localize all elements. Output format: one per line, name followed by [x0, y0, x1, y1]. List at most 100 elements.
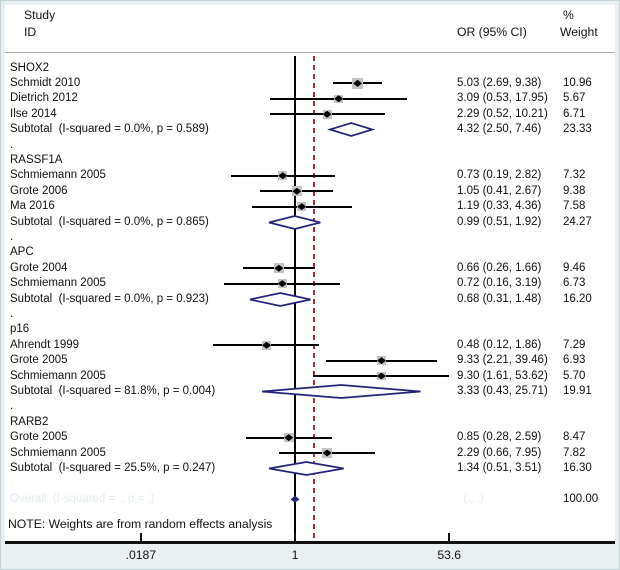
point-estimate-marker — [376, 372, 386, 380]
study-label: Grote 2005 — [10, 431, 68, 444]
point-estimate-marker — [322, 449, 332, 457]
weight-value: 10.96 — [563, 76, 592, 89]
weight-value: 5.70 — [563, 369, 586, 382]
study-label: Ma 2016 — [10, 200, 55, 213]
group-separator-dot: . — [10, 307, 14, 320]
study-label: Ilse 2014 — [10, 107, 57, 120]
overall-diamond-remnant — [290, 495, 300, 503]
weight-value: 8.47 — [563, 431, 586, 444]
point-estimate-marker — [292, 187, 302, 195]
or-ci-value: 9.33 (2.21, 39.46) — [457, 354, 548, 367]
point-estimate-marker — [274, 264, 284, 272]
or-ci-value: 2.29 (0.66, 7.95) — [457, 446, 542, 459]
header-study-line1: Study — [24, 8, 56, 22]
header-rule — [5, 52, 615, 53]
subtotal-diamond — [268, 461, 344, 476]
weight-value: 6.73 — [563, 277, 586, 290]
study-label: Grote 2004 — [10, 261, 68, 274]
study-label: Ahrendt 1999 — [10, 338, 80, 351]
or-ci-value: 9.30 (1.61, 53.62) — [457, 369, 548, 382]
weight-value: 6.93 — [563, 354, 586, 367]
axis-tick-label: 1 — [291, 548, 299, 562]
axis-tick-label: .0187 — [125, 548, 157, 562]
or-ci-value: 2.29 (0.52, 10.21) — [457, 107, 548, 120]
header-percent: % — [563, 8, 574, 22]
group-separator-dot: . — [10, 230, 14, 243]
study-label: Schmidt 2010 — [10, 76, 81, 89]
subtotal-label: Subtotal (I-squared = 0.0%, p = 0.589) — [10, 123, 209, 136]
group-label: APC — [10, 246, 34, 259]
subtotal-diamond — [327, 122, 376, 137]
group-separator-dot: . — [10, 477, 14, 490]
study-label: Grote 2005 — [10, 354, 68, 367]
subtotal-or-ci-value: 1.34 (0.51, 3.51) — [457, 461, 542, 474]
subtotal-or-ci-value: 0.99 (0.51, 1.92) — [457, 215, 542, 228]
weight-value: 9.38 — [563, 184, 586, 197]
subtotal-weight-value: 16.30 — [563, 461, 592, 474]
study-label: Schmiemann 2005 — [10, 446, 106, 459]
group-label: RARB2 — [10, 415, 49, 428]
subtotal-diamond — [262, 384, 421, 399]
subtotal-or-ci-value: 4.32 (2.50, 7.46) — [457, 123, 542, 136]
subtotal-diamond — [249, 291, 311, 307]
subtotal-weight-value: 24.27 — [563, 215, 592, 228]
subtotal-label: Subtotal (I-squared = 81.8%, p = 0.004) — [10, 384, 216, 397]
or-ci-value: 5.03 (2.69, 9.38) — [457, 76, 542, 89]
weight-value: 9.46 — [563, 261, 586, 274]
axis-tick — [448, 533, 451, 541]
subtotal-weight-value: 19.91 — [563, 384, 592, 397]
point-estimate-marker — [278, 172, 288, 180]
group-separator-dot: . — [10, 400, 14, 413]
weight-value: 7.32 — [563, 169, 586, 182]
or-ci-value: 0.85 (0.28, 2.59) — [457, 431, 542, 444]
point-estimate-marker — [322, 110, 332, 118]
overall-or-faded: . (., .) — [457, 492, 484, 505]
group-label: RASSF1A — [10, 153, 63, 166]
point-estimate-marker — [277, 280, 287, 288]
x-axis-line — [5, 541, 615, 544]
study-label: Schmiemann 2005 — [10, 369, 106, 382]
axis-tick — [294, 533, 296, 541]
or-ci-value: 0.48 (0.12, 1.86) — [457, 338, 542, 351]
weight-value: 6.71 — [563, 107, 586, 120]
weight-value: 7.82 — [563, 446, 586, 459]
study-label: Schmiemann 2005 — [10, 169, 106, 182]
or-ci-value: 1.19 (0.33, 4.36) — [457, 200, 542, 213]
study-label: Grote 2006 — [10, 184, 68, 197]
point-estimate-marker — [353, 79, 363, 87]
axis-tick-label: 53.6 — [437, 548, 462, 562]
or-ci-value: 0.72 (0.16, 3.19) — [457, 277, 542, 290]
group-label: p16 — [10, 323, 30, 336]
point-estimate-marker — [377, 357, 386, 365]
subtotal-diamond — [268, 214, 321, 230]
point-estimate-marker — [334, 95, 344, 103]
or-ci-value: 1.05 (0.41, 2.67) — [457, 184, 542, 197]
subtotal-label: Subtotal (I-squared = 25.5%, p = 0.247) — [10, 461, 216, 474]
weight-value: 7.29 — [563, 338, 586, 351]
subtotal-weight-value: 16.20 — [563, 292, 592, 305]
or-ci-value: 0.73 (0.19, 2.82) — [457, 169, 542, 182]
weight-value: 5.67 — [563, 92, 586, 105]
overall-estimate-dashed-line — [313, 56, 315, 542]
point-estimate-marker — [297, 203, 307, 211]
overall-weight-value: 100.00 — [563, 492, 599, 505]
random-effects-note: NOTE: Weights are from random effects an… — [8, 517, 273, 531]
group-separator-dot: . — [10, 138, 14, 151]
header-weight: Weight — [560, 25, 598, 39]
study-label: Schmiemann 2005 — [10, 277, 106, 290]
or-ci-value: 0.66 (0.26, 1.66) — [457, 261, 542, 274]
weight-value: 7.58 — [563, 200, 586, 213]
point-estimate-marker — [284, 434, 294, 442]
axis-tick — [140, 533, 142, 541]
subtotal-or-ci-value: 0.68 (0.31, 1.48) — [457, 292, 542, 305]
study-label: Dietrich 2012 — [10, 92, 78, 105]
header-study-line2: ID — [24, 25, 37, 39]
overall-label-faded: Overall (I-squared = ., p = .) — [10, 492, 155, 505]
subtotal-or-ci-value: 3.33 (0.43, 25.71) — [457, 384, 548, 397]
subtotal-label: Subtotal (I-squared = 0.0%, p = 0.865) — [10, 215, 209, 228]
subtotal-weight-value: 23.33 — [563, 123, 592, 136]
header-or-col: OR (95% CI) — [457, 25, 527, 39]
point-estimate-marker — [262, 341, 272, 349]
or-ci-value: 3.09 (0.53, 17.95) — [457, 92, 548, 105]
